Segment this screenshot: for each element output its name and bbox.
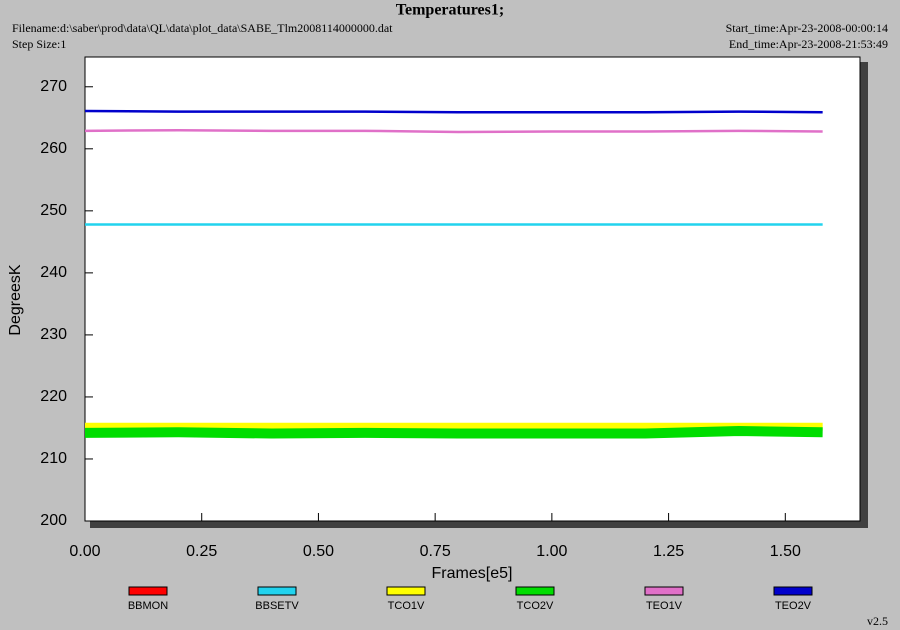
series-line — [84, 128, 823, 134]
x-tick-label: 1.50 — [770, 543, 801, 560]
y-tick-label: 250 — [40, 202, 67, 219]
legend-label: BBMON — [128, 600, 168, 612]
series-line — [84, 426, 823, 439]
x-tick-label: 1.00 — [536, 543, 567, 560]
x-tick-label: 0.75 — [420, 543, 451, 560]
y-tick-label: 270 — [40, 78, 67, 95]
y-tick-label: 210 — [40, 450, 67, 467]
legend-swatch — [773, 586, 813, 596]
start-time: Start_time:Apr-23-2008-00:00:14 — [726, 21, 888, 35]
y-tick-label: 220 — [40, 388, 67, 405]
legend-label: TCO1V — [388, 600, 425, 612]
chart-title: Temperatures1; — [396, 2, 504, 19]
x-tick-label: 0.50 — [303, 543, 334, 560]
legend-label: TCO2V — [517, 600, 554, 612]
legend-swatch — [128, 586, 168, 596]
legend-swatch — [644, 586, 684, 596]
legend-swatch — [386, 586, 426, 596]
end-time: End_time:Apr-23-2008-21:53:49 — [729, 37, 888, 51]
x-tick-label: 0.00 — [69, 543, 100, 560]
y-tick-label: 240 — [40, 264, 67, 281]
series-line — [84, 109, 823, 114]
filename: Filename:d:\saber\prod\data\QL\data\plot… — [12, 21, 393, 35]
y-tick-label: 260 — [40, 140, 67, 157]
version: v2.5 — [867, 614, 888, 628]
legend-swatch — [257, 586, 297, 596]
legend-label: TEO2V — [775, 600, 812, 612]
x-tick-label: 0.25 — [186, 543, 217, 560]
legend-swatch — [515, 586, 555, 596]
x-axis-label: Frames[e5] — [432, 565, 513, 582]
legend-label: TEO1V — [646, 600, 683, 612]
legend-label: BBSETV — [255, 600, 299, 612]
step-size: Step Size:1 — [12, 37, 66, 51]
plot-area — [84, 56, 861, 522]
x-tick-label: 1.25 — [653, 543, 684, 560]
y-tick-label: 200 — [40, 512, 67, 529]
y-axis-label: DegreesK — [7, 264, 24, 335]
y-tick-label: 230 — [40, 326, 67, 343]
